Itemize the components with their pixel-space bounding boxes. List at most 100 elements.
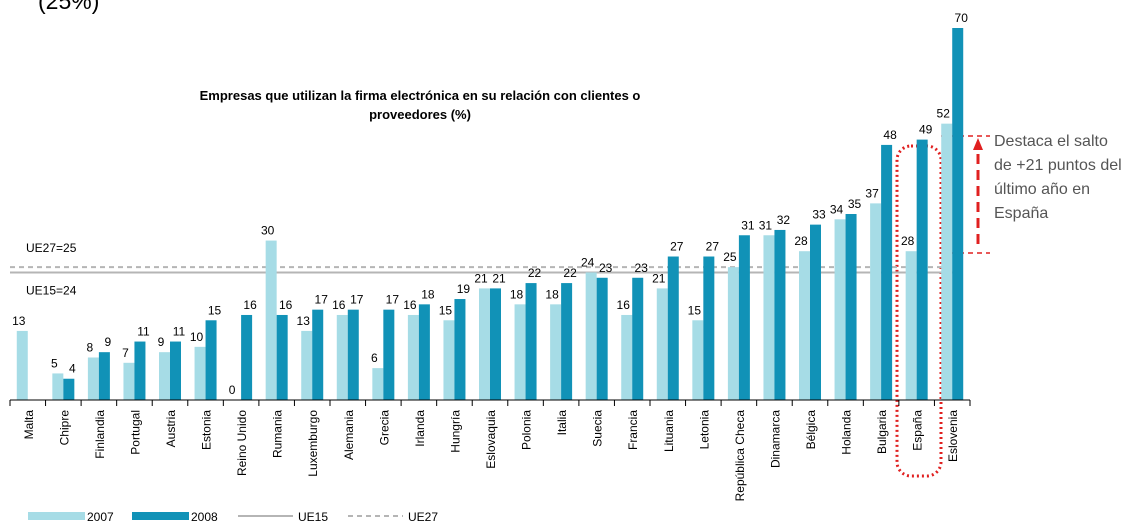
bar — [383, 309, 395, 400]
bar — [763, 235, 775, 400]
value-label: 18 — [421, 287, 435, 301]
bar — [490, 288, 501, 400]
value-label: 31 — [741, 218, 755, 232]
value-label: 21 — [492, 271, 506, 285]
legend-label: 2007 — [87, 510, 114, 524]
value-label: 70 — [955, 11, 969, 25]
bar — [407, 314, 419, 400]
value-label: 27 — [670, 240, 684, 254]
legend-swatch — [28, 512, 85, 520]
value-label: 0 — [229, 383, 236, 397]
value-label: 24 — [581, 255, 595, 269]
value-label: 16 — [279, 298, 293, 312]
x-tick-label: Francia — [626, 410, 640, 450]
x-tick-label: Bulgaria — [875, 410, 889, 454]
value-label: 49 — [919, 123, 933, 137]
bar — [561, 283, 573, 400]
bar — [194, 346, 206, 400]
x-tick-label: Lituania — [662, 410, 676, 452]
value-label: 16 — [332, 298, 346, 312]
x-tick-label: España — [911, 410, 925, 451]
legend-label: UE27 — [408, 510, 438, 524]
bar — [372, 368, 384, 400]
value-label: 21 — [652, 271, 666, 285]
bar — [632, 277, 644, 400]
value-label: 17 — [386, 293, 400, 307]
bar — [692, 320, 704, 400]
bar — [63, 378, 75, 400]
value-label: 4 — [69, 362, 76, 376]
bar — [596, 277, 608, 400]
x-tick-label: Letonia — [697, 410, 711, 450]
x-tick-label: Malta — [22, 410, 36, 440]
annotation: Destaca el salto de +21 puntos del últim… — [994, 133, 1122, 222]
value-label: 22 — [563, 266, 577, 280]
bar — [916, 139, 928, 400]
reference-label: UE15=24 — [26, 283, 77, 297]
value-label: 48 — [883, 128, 897, 142]
bar — [905, 251, 917, 400]
x-tick-label: Eslovenia — [946, 410, 960, 462]
bar — [703, 256, 715, 400]
value-label: 5 — [51, 356, 58, 370]
highlight — [895, 144, 943, 478]
value-label: 10 — [190, 330, 204, 344]
value-label: 15 — [208, 303, 222, 317]
bar — [87, 357, 99, 400]
value-label: 17 — [350, 293, 364, 307]
value-label: 6 — [371, 351, 378, 365]
legend-label: UE15 — [298, 510, 328, 524]
bar — [16, 330, 28, 400]
x-tick-label: Reino Unido — [235, 410, 249, 476]
value-label: 11 — [173, 325, 186, 339]
bar — [834, 219, 846, 400]
bar — [479, 288, 490, 400]
x-tick-label: Portugal — [128, 410, 142, 455]
value-label: 19 — [457, 282, 471, 296]
value-label: 23 — [635, 261, 649, 275]
value-label: 15 — [439, 303, 453, 317]
value-label: 13 — [297, 314, 311, 328]
bar — [845, 214, 857, 400]
value-label: 22 — [528, 266, 542, 280]
value-label: 33 — [812, 208, 826, 222]
value-label: 30 — [261, 224, 275, 238]
value-label: 28 — [901, 234, 915, 248]
x-tick-label: Grecia — [377, 410, 391, 446]
x-tick-label: Rumania — [271, 410, 285, 458]
x-tick-label: Hungría — [448, 410, 462, 453]
x-tick-label: Bélgica — [804, 410, 818, 450]
value-label: 27 — [706, 240, 720, 254]
bar — [810, 224, 821, 400]
x-tick-label: Finlandia — [93, 410, 107, 459]
value-label: 15 — [688, 303, 702, 317]
x-tick-label: Estonia — [200, 410, 214, 450]
chart-title: Empresas que utilizan la firma electróni… — [199, 88, 641, 122]
value-label: 31 — [759, 218, 773, 232]
bar — [159, 352, 170, 400]
value-label: 8 — [87, 340, 94, 354]
bar — [870, 203, 882, 400]
x-tick-label: Italia — [555, 410, 569, 436]
bar — [585, 272, 597, 400]
bar — [123, 362, 135, 400]
value-label: 52 — [937, 107, 951, 121]
value-label: 32 — [777, 213, 791, 227]
bar — [941, 123, 953, 401]
bar — [241, 314, 253, 400]
bar — [952, 28, 964, 400]
legend-swatch — [132, 512, 189, 520]
bar — [134, 341, 146, 400]
value-label: 17 — [315, 293, 329, 307]
value-label: 18 — [545, 287, 559, 301]
value-label: 16 — [403, 298, 417, 312]
value-label: 16 — [617, 298, 631, 312]
bar — [52, 373, 64, 400]
bar — [265, 240, 277, 400]
bar — [881, 144, 893, 400]
value-label: 23 — [599, 261, 613, 275]
value-label: 25 — [723, 250, 737, 264]
value-label: 9 — [105, 335, 112, 349]
bar — [170, 341, 181, 400]
